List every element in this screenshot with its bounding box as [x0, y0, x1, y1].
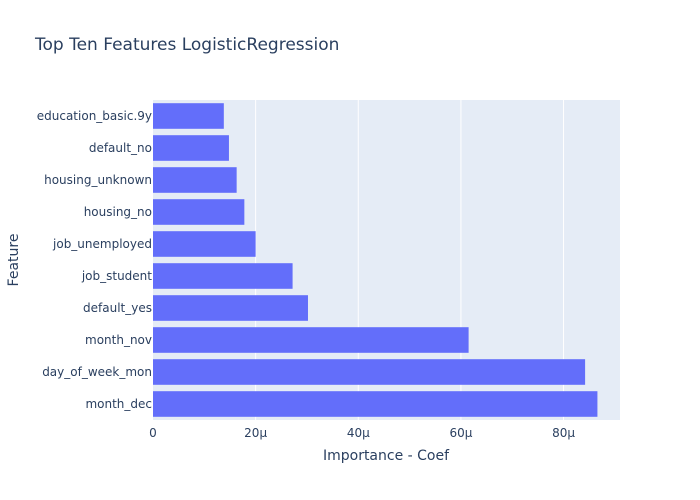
bars: [153, 103, 598, 417]
y-tick-label: education_basic.9y: [37, 109, 152, 123]
y-tick-label: job_student: [81, 269, 152, 283]
y-tick-label: default_yes: [83, 301, 152, 315]
x-tick-labels: 0 20μ 40μ 60μ 80μ: [149, 426, 575, 440]
x-tick-label: 80μ: [552, 426, 575, 440]
x-tick-label: 60μ: [449, 426, 472, 440]
y-tick-label: job_unemployed: [52, 237, 152, 251]
x-tick-label: 0: [149, 426, 157, 440]
y-tick-label: month_nov: [85, 333, 152, 347]
bar[interactable]: [153, 231, 256, 257]
y-tick-label: housing_no: [84, 205, 152, 219]
bar[interactable]: [153, 391, 598, 417]
bar[interactable]: [153, 263, 293, 289]
x-tick-label: 20μ: [244, 426, 267, 440]
y-tick-labels: month_dec day_of_week_mon month_nov default…: [37, 109, 153, 411]
bar[interactable]: [153, 103, 224, 129]
bar[interactable]: [153, 359, 586, 385]
y-axis-title: Feature: [6, 234, 22, 287]
y-tick-label: month_dec: [85, 397, 152, 411]
x-tick-label: 40μ: [347, 426, 370, 440]
x-axis-title: Importance - Coef: [323, 448, 450, 464]
y-tick-label: default_no: [89, 141, 152, 155]
bar[interactable]: [153, 295, 308, 321]
bar[interactable]: [153, 135, 229, 161]
chart-title: Top Ten Features LogisticRegression: [34, 35, 339, 55]
bar[interactable]: [153, 167, 237, 193]
bar[interactable]: [153, 199, 245, 225]
bar[interactable]: [153, 327, 469, 353]
y-tick-label: day_of_week_mon: [42, 365, 152, 379]
y-tick-label: housing_unknown: [44, 173, 152, 187]
